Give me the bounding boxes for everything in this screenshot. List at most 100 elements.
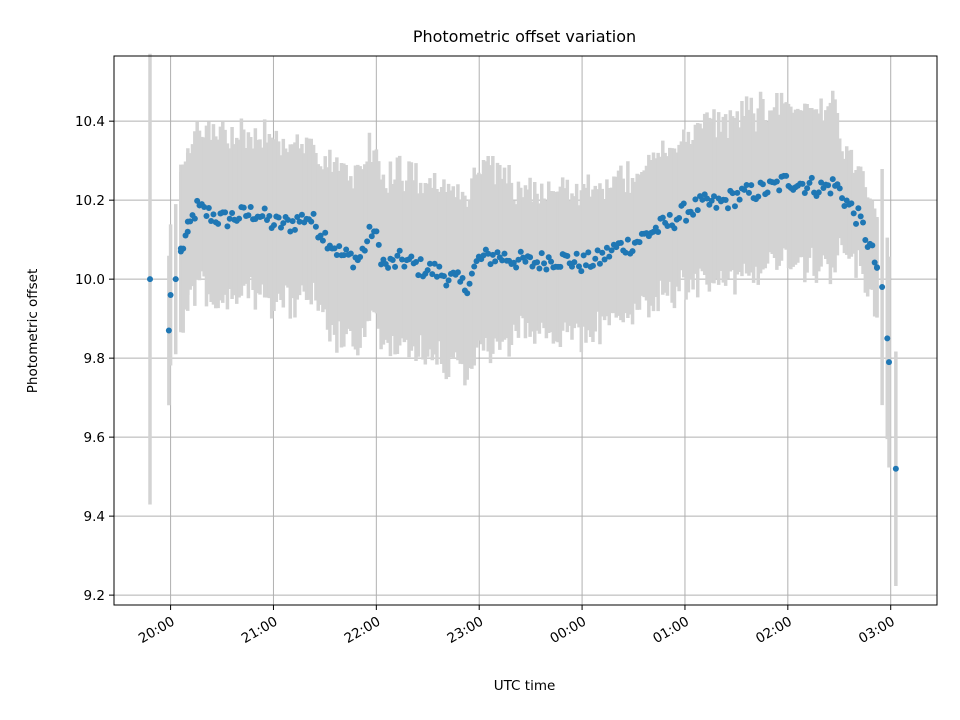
data-point xyxy=(862,236,869,243)
data-point xyxy=(343,246,350,253)
data-point xyxy=(652,224,659,231)
data-point xyxy=(385,264,392,271)
data-point xyxy=(229,210,236,217)
data-point xyxy=(741,186,748,193)
data-point xyxy=(499,257,506,264)
data-point xyxy=(873,264,880,271)
data-point xyxy=(743,181,750,188)
data-point xyxy=(394,252,401,259)
data-point xyxy=(748,182,755,189)
data-point xyxy=(860,219,867,226)
data-point xyxy=(291,226,298,233)
data-point xyxy=(182,232,189,239)
data-point xyxy=(708,197,715,204)
data-point xyxy=(871,259,878,266)
data-point xyxy=(440,273,447,280)
data-point xyxy=(564,252,571,259)
data-point xyxy=(736,196,743,203)
data-point xyxy=(417,256,424,263)
data-point xyxy=(373,228,380,235)
data-point xyxy=(694,207,701,214)
y-axis-label: Photometric offset xyxy=(25,269,41,393)
data-point xyxy=(396,247,403,254)
y-tick-label: 10.0 xyxy=(75,272,105,288)
data-point xyxy=(534,259,541,266)
data-point xyxy=(594,247,601,254)
data-point xyxy=(298,211,305,218)
data-point xyxy=(480,252,487,259)
data-point xyxy=(538,250,545,257)
data-point xyxy=(585,249,592,256)
y-tick-label: 10.2 xyxy=(75,193,105,209)
data-point xyxy=(783,172,790,179)
data-point xyxy=(690,211,697,218)
data-point xyxy=(671,225,678,232)
data-point xyxy=(424,267,431,274)
y-tick-label: 9.6 xyxy=(84,430,105,446)
data-point xyxy=(401,263,408,270)
data-point xyxy=(247,203,254,210)
data-point xyxy=(603,244,610,251)
data-point xyxy=(575,263,582,270)
data-point xyxy=(829,176,836,183)
data-point xyxy=(347,250,354,257)
data-point xyxy=(713,204,720,211)
data-point xyxy=(224,223,231,230)
data-point xyxy=(226,215,233,222)
data-point xyxy=(245,212,252,219)
x-tick-label: 21:00 xyxy=(239,614,281,647)
data-point xyxy=(408,253,415,260)
data-point xyxy=(759,181,766,188)
data-point xyxy=(773,178,780,185)
data-point xyxy=(317,232,324,239)
data-point xyxy=(487,261,494,268)
data-point xyxy=(885,359,892,366)
data-point xyxy=(892,465,899,472)
data-point xyxy=(666,211,673,218)
data-point xyxy=(236,215,243,222)
data-point xyxy=(699,196,706,203)
data-point xyxy=(308,218,315,225)
data-point xyxy=(745,189,752,196)
data-point xyxy=(336,243,343,250)
data-point xyxy=(210,211,217,218)
y-tick-label: 10.4 xyxy=(75,114,105,130)
data-point xyxy=(489,251,496,258)
data-point xyxy=(804,185,811,192)
data-point xyxy=(879,284,886,291)
data-point xyxy=(841,202,848,209)
plot-frame xyxy=(113,55,938,606)
data-point xyxy=(501,250,508,257)
data-point xyxy=(557,263,564,270)
data-point xyxy=(683,217,690,224)
data-point xyxy=(799,180,806,187)
data-point xyxy=(676,215,683,222)
y-tick-label: 9.2 xyxy=(84,588,105,604)
data-points xyxy=(147,172,899,472)
x-tick-label: 20:00 xyxy=(136,614,178,647)
data-point xyxy=(806,179,813,186)
data-point xyxy=(333,252,340,259)
data-point xyxy=(596,260,603,267)
data-point xyxy=(310,210,317,217)
x-axis-ticks: 20:00 21:00 22:00 23:00 00:00 01:00 02:00 03:00 xyxy=(136,605,898,647)
data-point xyxy=(608,247,615,254)
data-point xyxy=(622,249,629,256)
data-point xyxy=(548,258,555,265)
data-point xyxy=(415,272,422,279)
data-point xyxy=(857,213,864,220)
data-point xyxy=(165,327,172,334)
data-point xyxy=(839,195,846,202)
data-point xyxy=(808,174,815,181)
data-point xyxy=(510,259,517,266)
data-point xyxy=(180,245,187,252)
data-point xyxy=(571,259,578,266)
data-point xyxy=(259,213,266,220)
data-point xyxy=(729,190,736,197)
x-axis-label: UTC time xyxy=(494,678,556,694)
data-point xyxy=(724,205,731,212)
data-point xyxy=(443,282,450,289)
data-point xyxy=(445,277,452,284)
data-point xyxy=(208,217,215,224)
